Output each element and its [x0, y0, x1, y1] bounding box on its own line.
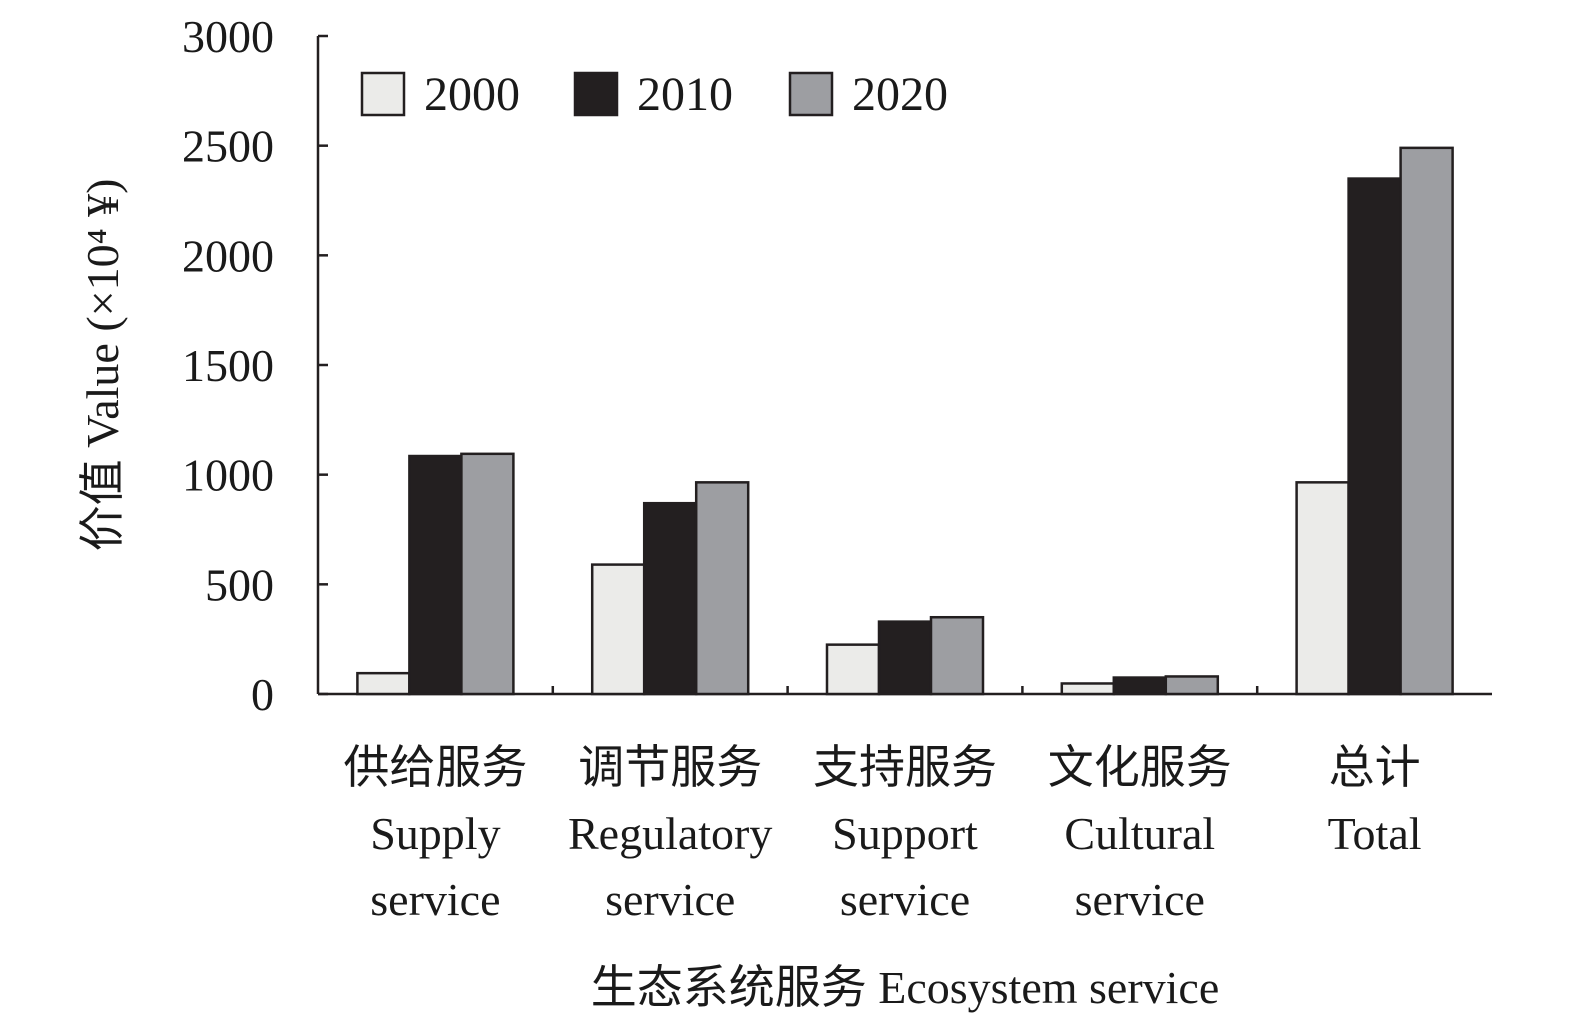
bar-2010-4: [1347, 177, 1402, 696]
x-category-label: 调节服务: [578, 742, 762, 793]
bar-2020-1: [694, 481, 750, 696]
x-category-label: 供给服务: [343, 742, 527, 793]
bar-2000-1: [590, 563, 646, 696]
bar-2010-3: [1112, 676, 1168, 696]
x-category-label: service: [605, 874, 735, 925]
x-category-label: 文化服务: [1048, 742, 1232, 793]
x-category-label: Regulatory: [568, 808, 772, 859]
legend-label-2010: 2010: [637, 68, 733, 121]
bar-2000-4: [1295, 481, 1350, 696]
y-tick-label: 1000: [182, 450, 274, 501]
bar-2020-2: [929, 615, 985, 696]
bar-2010-0: [408, 454, 463, 696]
x-category-label: 支持服务: [813, 742, 997, 793]
bar-2020-4: [1399, 146, 1454, 696]
y-tick-label: 1500: [182, 340, 274, 391]
legend-swatch-2000: [360, 71, 406, 117]
bar-2010-2: [877, 620, 933, 696]
x-category-label: Support: [832, 808, 978, 859]
bar-2000-2: [825, 643, 881, 696]
y-tick-label: 500: [205, 559, 274, 610]
legend-label-2000: 2000: [424, 68, 520, 121]
x-category-label: Cultural: [1064, 808, 1215, 859]
y-tick-label: 3000: [182, 11, 274, 62]
x-category-label: Supply: [370, 808, 500, 859]
y-tick-label: 2500: [182, 121, 274, 172]
legend-swatch-2020: [788, 71, 834, 117]
y-axis-title: 价值 Value (×10⁴ ¥): [77, 179, 128, 552]
legend-swatch-2010: [573, 71, 619, 117]
plot-area: 0 500 1000 1500 2000 2500 3000 供给服务 Supply servic…: [182, 11, 1492, 925]
bar-2000-0: [356, 671, 411, 696]
bar-2000-3: [1060, 682, 1116, 696]
x-category-label: service: [1075, 874, 1205, 925]
bar-2020-3: [1164, 675, 1220, 696]
y-tick-label: 0: [251, 669, 274, 720]
bar-2010-1: [642, 501, 698, 696]
x-category-label: service: [840, 874, 970, 925]
x-axis-title: 生态系统服务 Ecosystem service: [591, 962, 1220, 1013]
y-tick-label: 2000: [182, 230, 274, 281]
bar-2020-0: [460, 452, 515, 696]
x-category-label: service: [370, 874, 500, 925]
x-category-label: 总计: [1329, 742, 1421, 793]
legend-label-2020: 2020: [852, 68, 948, 121]
x-category-label: Total: [1328, 808, 1422, 859]
